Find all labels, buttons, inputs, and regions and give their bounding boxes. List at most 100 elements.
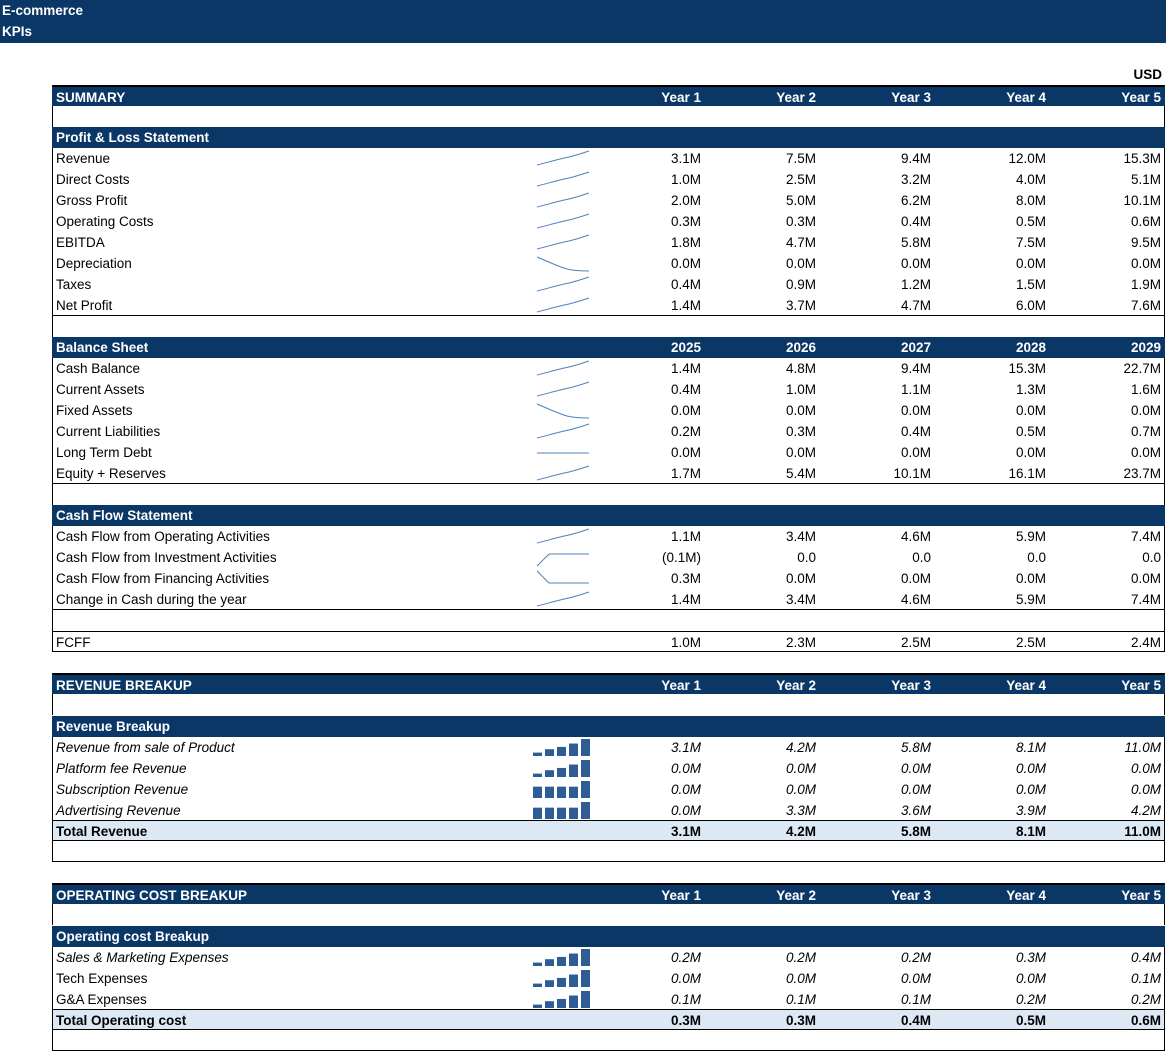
cell-value: 1.8M bbox=[670, 235, 701, 250]
sparkline-trend bbox=[536, 256, 590, 272]
sparkbar bbox=[569, 764, 578, 777]
cell-value: 10.1M bbox=[1123, 193, 1161, 208]
fcff-row: FCFF 1.0M 2.3M 2.5M 2.5M 2.4M bbox=[52, 631, 1165, 652]
cell-value: 0.0 bbox=[912, 550, 931, 565]
sparkline-trend bbox=[536, 403, 590, 419]
year-header: 2026 bbox=[785, 340, 816, 355]
sparkline-trend bbox=[536, 213, 590, 229]
opex-row: G&A Expenses 0.1M 0.1M 0.1M 0.2M 0.2M bbox=[52, 989, 1165, 1010]
sparkline-icon bbox=[536, 381, 590, 397]
bar-sparkline-icon bbox=[533, 991, 590, 1008]
row-label: Current Assets bbox=[56, 382, 145, 397]
sparkbar bbox=[533, 773, 542, 777]
bs-row: Fixed Assets 0.0M 0.0M 0.0M 0.0M 0.0M bbox=[52, 400, 1165, 421]
year-header: Year 4 bbox=[1006, 888, 1046, 903]
sparkbar bbox=[569, 995, 578, 1008]
cell-value: 8.0M bbox=[1015, 193, 1046, 208]
cell-value: 0.0M bbox=[670, 445, 701, 460]
cell-value: 3.2M bbox=[900, 172, 931, 187]
sparkbar bbox=[569, 786, 578, 798]
cell-value: 0.0M bbox=[900, 571, 931, 586]
cell-value: 10.1M bbox=[893, 466, 931, 481]
year-header: Year 5 bbox=[1121, 678, 1161, 693]
cell-value: 0.2M bbox=[1015, 992, 1046, 1007]
sparkline-icon bbox=[536, 150, 590, 166]
cell-value: 5.9M bbox=[1015, 592, 1046, 607]
cell-value: 3.1M bbox=[670, 824, 701, 839]
cell-value: 0.3M bbox=[785, 424, 816, 439]
sparkbar bbox=[581, 802, 590, 819]
spacer-row bbox=[52, 610, 1165, 631]
cell-value: 3.6M bbox=[900, 803, 931, 818]
cell-value: 3.1M bbox=[670, 151, 701, 166]
row-label: Advertising Revenue bbox=[56, 803, 181, 818]
revenue-row: Revenue from sale of Product 3.1M 4.2M 5.8M… bbox=[52, 737, 1165, 758]
cell-value: 1.4M bbox=[670, 592, 701, 607]
sparkbar bbox=[545, 1001, 554, 1008]
row-label: Direct Costs bbox=[56, 172, 130, 187]
cell-value: 3.7M bbox=[785, 298, 816, 313]
cell-value: 0.5M bbox=[1015, 214, 1046, 229]
cell-value: 0.4M bbox=[900, 1013, 931, 1028]
cell-value: 9.4M bbox=[900, 361, 931, 376]
cell-value: 0.0M bbox=[900, 403, 931, 418]
row-label: Platform fee Revenue bbox=[56, 761, 187, 776]
row-label: Equity + Reserves bbox=[56, 466, 166, 481]
spacer-row bbox=[52, 694, 1165, 715]
cell-value: 0.0M bbox=[1015, 403, 1046, 418]
sparkline-trend bbox=[536, 297, 590, 313]
cell-value: 0.5M bbox=[1015, 1013, 1046, 1028]
section-title: Profit & Loss Statement bbox=[56, 130, 210, 145]
report-banner: E-commerce KPIs bbox=[0, 0, 1166, 43]
cell-value: 9.5M bbox=[1130, 235, 1161, 250]
row-label: Long Term Debt bbox=[56, 445, 152, 460]
cell-value: 0.0M bbox=[785, 782, 816, 797]
sparkbar bbox=[545, 786, 554, 798]
sparkline-icon bbox=[537, 452, 589, 454]
cell-value: 1.6M bbox=[1130, 382, 1161, 397]
sparkline-trend bbox=[536, 591, 590, 607]
sparkbar bbox=[533, 962, 542, 966]
cell-value: 3.9M bbox=[1015, 803, 1046, 818]
row-label: Total Operating cost bbox=[56, 1013, 187, 1028]
cell-value: 3.3M bbox=[785, 803, 816, 818]
bar-sparkline-icon bbox=[533, 949, 590, 966]
cell-value: 2.3M bbox=[785, 635, 816, 650]
pl-header: Profit & Loss Statement bbox=[52, 127, 1165, 148]
cell-value: 4.0M bbox=[1015, 172, 1046, 187]
cell-value: 0.2M bbox=[670, 424, 701, 439]
cell-value: 1.4M bbox=[670, 361, 701, 376]
sparkbar bbox=[569, 807, 578, 819]
cell-value: 0.0M bbox=[1015, 445, 1046, 460]
pl-row: EBITDA 1.8M 4.7M 5.8M 7.5M 9.5M bbox=[52, 232, 1165, 253]
section-title: Operating cost Breakup bbox=[56, 929, 210, 944]
section-title: Balance Sheet bbox=[56, 340, 149, 355]
opex-total-row: Total Operating cost 0.3M 0.3M 0.4M 0.5M 0.6M bbox=[52, 1009, 1165, 1030]
sparkline-trend bbox=[536, 150, 590, 166]
cell-value: 6.2M bbox=[900, 193, 931, 208]
row-label: Cash Flow from Investment Activities bbox=[56, 550, 277, 565]
cf-row: Cash Flow from Financing Activities 0.3M 0… bbox=[52, 568, 1165, 589]
year-header: 2027 bbox=[900, 340, 931, 355]
year-header: Year 1 bbox=[661, 90, 701, 105]
sparkline-trend bbox=[536, 171, 590, 187]
cell-value: 0.0M bbox=[1015, 761, 1046, 776]
cf-row: Change in Cash during the year 1.4M 3.4M 4.… bbox=[52, 589, 1165, 610]
cell-value: 0.0M bbox=[670, 782, 701, 797]
sparkbar bbox=[581, 781, 590, 798]
cell-value: 0.4M bbox=[900, 424, 931, 439]
sparkline-icon bbox=[536, 256, 590, 272]
pl-row: Revenue 3.1M 7.5M 9.4M 12.0M 15.3M bbox=[52, 148, 1165, 169]
cell-value: 0.0M bbox=[670, 761, 701, 776]
year-header: Year 2 bbox=[776, 678, 816, 693]
row-label: Cash Balance bbox=[56, 361, 141, 376]
cell-value: 4.6M bbox=[900, 529, 931, 544]
row-label: Taxes bbox=[56, 277, 92, 292]
bar-sparkline-icon bbox=[533, 802, 590, 819]
cell-value: 0.0M bbox=[900, 256, 931, 271]
pl-row: Taxes 0.4M 0.9M 1.2M 1.5M 1.9M bbox=[52, 274, 1165, 295]
cell-value: 5.1M bbox=[1130, 172, 1161, 187]
sparkbar bbox=[557, 977, 566, 987]
revenue-header: REVENUE BREAKUP Year 1 Year 2 Year 3 Year 4 Y… bbox=[52, 673, 1165, 694]
cell-value: 0.0M bbox=[1130, 403, 1161, 418]
